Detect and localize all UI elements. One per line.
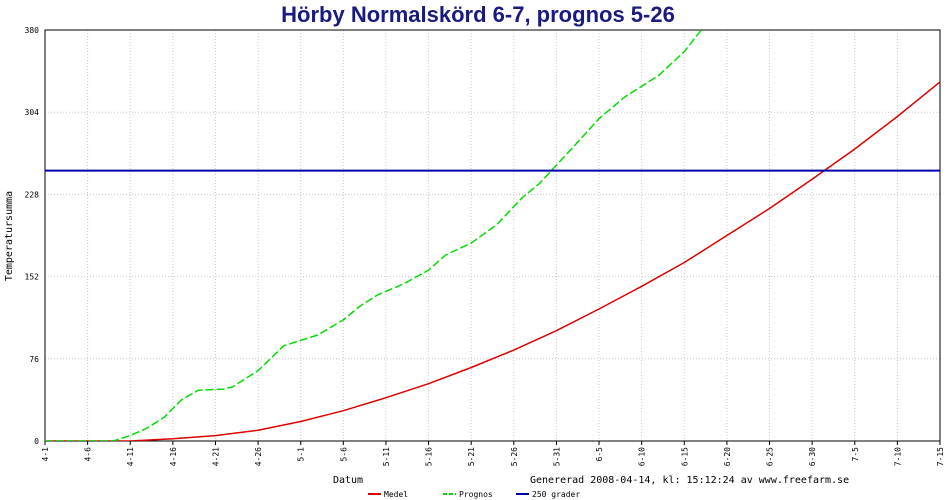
x-tick-label: 4-26 [254, 447, 263, 466]
x-tick-label: 6-30 [808, 447, 817, 466]
footer-text: Genererad 2008-04-14, kl: 15:12:24 av ww… [530, 475, 849, 486]
series-line-medel [45, 80, 940, 441]
x-tick-label: 5-31 [552, 447, 561, 466]
y-tick-label: 152 [25, 273, 40, 282]
x-tick-label: 5-11 [382, 447, 391, 466]
x-tick-label: 5-26 [510, 447, 519, 466]
grid [44, 29, 941, 445]
x-tick-label: 6-10 [638, 447, 647, 466]
x-tick-label: 5-16 [425, 447, 434, 466]
series-lines [45, 30, 940, 441]
x-tick-label: 7-15 [936, 447, 945, 466]
legend-label: 250 grader [532, 490, 580, 499]
y-axis-label: Temperatursumma [4, 191, 15, 281]
x-tick-label: 6-5 [595, 447, 604, 462]
x-axis-label: Datum [333, 475, 363, 486]
y-tick-label: 0 [34, 437, 39, 446]
x-tick-labels: 4-1 4-6 4-11 4-16 4-21 4-26 5-1 5-6 5-11 5-16 5-21… [41, 447, 945, 466]
x-tick-label: 5-21 [467, 447, 476, 466]
x-tick-label: 5-6 [339, 447, 348, 462]
plot-frame [44, 29, 941, 442]
x-tick-label: 4-11 [126, 447, 135, 466]
x-tick-label: 6-15 [680, 447, 689, 466]
y-tick-label: 228 [25, 190, 40, 199]
legend-label: Prognos [459, 490, 493, 499]
chart-title: Hörby Normalskörd 6-7, prognos 5-26 [281, 2, 675, 27]
x-tick-label: 6-20 [723, 447, 732, 466]
series-line-prognos [45, 30, 702, 441]
x-tick-label: 5-1 [297, 447, 306, 462]
x-tick-label: 6-25 [766, 447, 775, 466]
x-tick-label: 7-5 [851, 447, 860, 462]
legend-label: Medel [384, 490, 408, 499]
x-tick-label: 4-21 [211, 447, 220, 466]
x-tick-label: 4-6 [84, 447, 93, 462]
legend: Medel Prognos 250 grader [368, 490, 580, 499]
x-tick-label: 4-1 [41, 447, 50, 462]
y-tick-label: 304 [25, 108, 40, 117]
x-tick-label: 7-10 [893, 447, 902, 466]
y-tick-label: 380 [25, 26, 40, 35]
y-tick-label: 76 [29, 355, 39, 364]
y-tick-labels: 0 76 152 228 304 380 [25, 26, 40, 446]
x-tick-label: 4-16 [169, 447, 178, 466]
